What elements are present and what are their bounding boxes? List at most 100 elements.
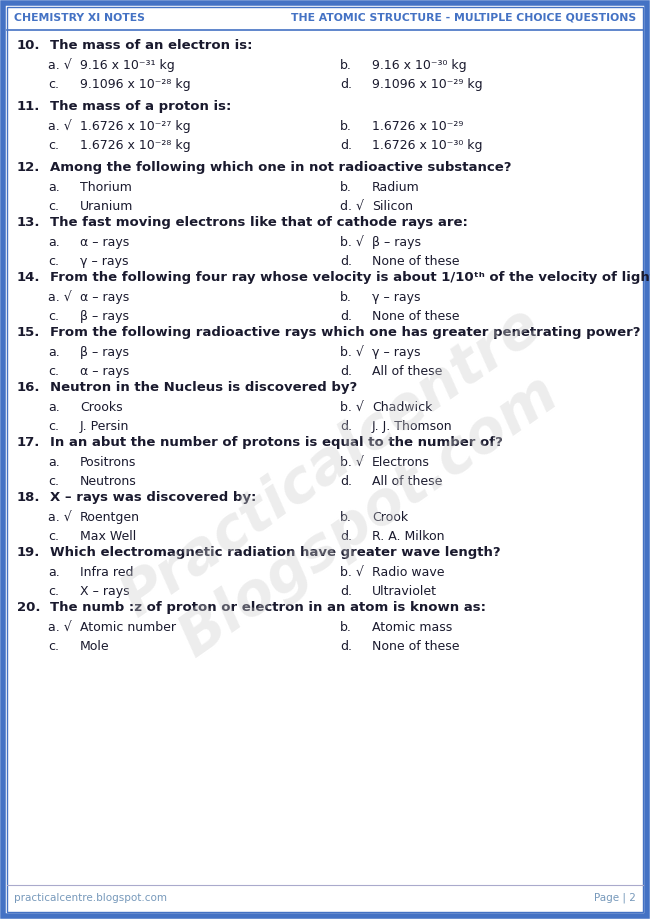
Text: Max Well: Max Well: [80, 530, 136, 543]
Text: b.: b.: [340, 511, 352, 524]
Text: a.: a.: [48, 456, 60, 469]
Text: β – rays: β – rays: [372, 236, 421, 249]
Text: d.: d.: [340, 585, 352, 598]
Text: Roentgen: Roentgen: [80, 511, 140, 524]
Text: All of these: All of these: [372, 365, 443, 378]
Text: α – rays: α – rays: [80, 365, 129, 378]
Text: Atomic number: Atomic number: [80, 621, 176, 634]
Text: c.: c.: [48, 78, 59, 91]
Text: Chadwick: Chadwick: [372, 401, 432, 414]
Text: d.: d.: [340, 475, 352, 488]
Text: b. √: b. √: [340, 346, 364, 359]
FancyBboxPatch shape: [3, 3, 647, 916]
Text: Electrons: Electrons: [372, 456, 430, 469]
Text: γ – rays: γ – rays: [372, 291, 421, 304]
Text: Silicon: Silicon: [372, 200, 413, 213]
Text: Positrons: Positrons: [80, 456, 136, 469]
Text: b. √: b. √: [340, 566, 364, 579]
Text: d.: d.: [340, 139, 352, 152]
Text: a. √: a. √: [48, 59, 72, 72]
Text: In an abut the number of protons is equal to the number of?: In an abut the number of protons is equa…: [50, 436, 503, 449]
Text: c.: c.: [48, 139, 59, 152]
Text: Mole: Mole: [80, 640, 110, 653]
Text: Ultraviolet: Ultraviolet: [372, 585, 437, 598]
Text: 18.: 18.: [17, 491, 40, 504]
Text: d.: d.: [340, 530, 352, 543]
Text: THE ATOMIC STRUCTURE - MULTIPLE CHOICE QUESTIONS: THE ATOMIC STRUCTURE - MULTIPLE CHOICE Q…: [291, 13, 636, 23]
Text: d. √: d. √: [340, 200, 364, 213]
Text: Which electromagnetic radiation have greater wave length?: Which electromagnetic radiation have gre…: [50, 546, 501, 559]
Text: a.: a.: [48, 346, 60, 359]
FancyBboxPatch shape: [7, 7, 643, 912]
Text: X – rays was discovered by:: X – rays was discovered by:: [50, 491, 256, 504]
Text: Thorium: Thorium: [80, 181, 132, 194]
Text: Radio wave: Radio wave: [372, 566, 445, 579]
Text: 14.: 14.: [17, 271, 40, 284]
Text: Neutron in the Nucleus is discovered by?: Neutron in the Nucleus is discovered by?: [50, 381, 358, 394]
Text: Neutrons: Neutrons: [80, 475, 136, 488]
Text: Practicalcentre
Blogspot.com: Practicalcentre Blogspot.com: [111, 296, 589, 682]
Text: b. √: b. √: [340, 236, 364, 249]
Text: The mass of an electron is:: The mass of an electron is:: [50, 39, 252, 52]
Text: c.: c.: [48, 640, 59, 653]
Text: Atomic mass: Atomic mass: [372, 621, 452, 634]
Text: 15.: 15.: [17, 326, 40, 339]
Text: 9.16 x 10⁻³¹ kg: 9.16 x 10⁻³¹ kg: [80, 59, 175, 72]
Text: All of these: All of these: [372, 475, 443, 488]
Text: 1.6726 x 10⁻³⁰ kg: 1.6726 x 10⁻³⁰ kg: [372, 139, 482, 152]
Text: 10.: 10.: [17, 39, 40, 52]
Text: practicalcentre.blogspot.com: practicalcentre.blogspot.com: [14, 893, 167, 903]
Text: c.: c.: [48, 585, 59, 598]
Text: c.: c.: [48, 530, 59, 543]
Text: γ – rays: γ – rays: [80, 255, 129, 268]
Text: 13.: 13.: [17, 216, 40, 229]
Text: a. √: a. √: [48, 621, 72, 634]
Text: 1.6726 x 10⁻²⁹: 1.6726 x 10⁻²⁹: [372, 120, 463, 133]
Text: From the following radioactive rays which one has greater penetrating power?: From the following radioactive rays whic…: [50, 326, 640, 339]
Text: The numb :z of proton or electron in an atom is known as:: The numb :z of proton or electron in an …: [50, 601, 486, 614]
Text: 16.: 16.: [17, 381, 40, 394]
Text: 20.: 20.: [17, 601, 40, 614]
Text: c.: c.: [48, 310, 59, 323]
Text: b.: b.: [340, 59, 352, 72]
Text: None of these: None of these: [372, 640, 460, 653]
Text: The fast moving electrons like that of cathode rays are:: The fast moving electrons like that of c…: [50, 216, 468, 229]
Text: b.: b.: [340, 181, 352, 194]
Text: b.: b.: [340, 621, 352, 634]
Text: 9.16 x 10⁻³⁰ kg: 9.16 x 10⁻³⁰ kg: [372, 59, 467, 72]
Text: CHEMISTRY XI NOTES: CHEMISTRY XI NOTES: [14, 13, 145, 23]
Text: 19.: 19.: [17, 546, 40, 559]
Text: a. √: a. √: [48, 511, 72, 524]
Text: From the following four ray whose velocity is about 1/10ᵗʰ of the velocity of li: From the following four ray whose veloci…: [50, 271, 650, 284]
Text: α – rays: α – rays: [80, 291, 129, 304]
Text: c.: c.: [48, 255, 59, 268]
Text: Page | 2: Page | 2: [594, 892, 636, 903]
Text: 9.1096 x 10⁻²⁹ kg: 9.1096 x 10⁻²⁹ kg: [372, 78, 482, 91]
Text: a.: a.: [48, 566, 60, 579]
Text: b.: b.: [340, 120, 352, 133]
Text: a.: a.: [48, 401, 60, 414]
Text: J. J. Thomson: J. J. Thomson: [372, 420, 452, 433]
Text: c.: c.: [48, 365, 59, 378]
Text: c.: c.: [48, 475, 59, 488]
Text: b. √: b. √: [340, 456, 364, 469]
Text: β – rays: β – rays: [80, 310, 129, 323]
Text: a. √: a. √: [48, 291, 72, 304]
Text: Radium: Radium: [372, 181, 420, 194]
Text: X – rays: X – rays: [80, 585, 129, 598]
Text: J. Persin: J. Persin: [80, 420, 129, 433]
Text: None of these: None of these: [372, 310, 460, 323]
Text: 9.1096 x 10⁻²⁸ kg: 9.1096 x 10⁻²⁸ kg: [80, 78, 190, 91]
Text: 11.: 11.: [17, 100, 40, 113]
Text: c.: c.: [48, 200, 59, 213]
Text: d.: d.: [340, 420, 352, 433]
Text: a.: a.: [48, 181, 60, 194]
Text: b.: b.: [340, 291, 352, 304]
Text: Crook: Crook: [372, 511, 408, 524]
Text: The mass of a proton is:: The mass of a proton is:: [50, 100, 231, 113]
Text: d.: d.: [340, 78, 352, 91]
Text: R. A. Milkon: R. A. Milkon: [372, 530, 445, 543]
Text: β – rays: β – rays: [80, 346, 129, 359]
Text: γ – rays: γ – rays: [372, 346, 421, 359]
Text: c.: c.: [48, 420, 59, 433]
